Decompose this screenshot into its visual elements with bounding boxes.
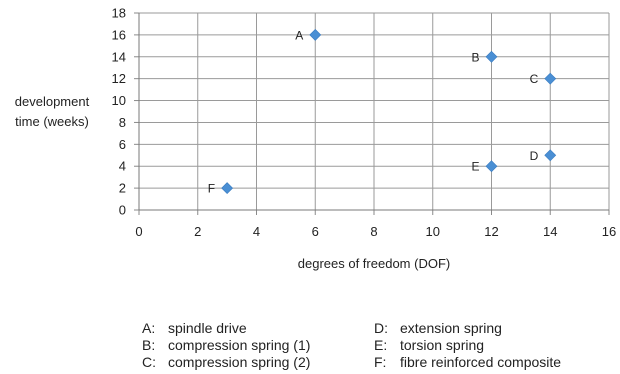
y-axis-label: time (weeks) [15,114,89,129]
x-axis-label: degrees of freedom (DOF) [298,256,450,271]
legend-text: compression spring (2) [168,354,311,370]
legend-item-b: B: compression spring (1) [142,337,310,354]
data-point-d [544,149,557,162]
x-tick-label: 0 [135,224,142,239]
point-label-b: B [471,50,479,64]
y-tick-label: 10 [112,93,126,108]
y-tick-label: 2 [119,181,126,196]
y-tick-label: 18 [112,6,126,21]
legend-column-right: D: extension spring E: torsion spring F: fi… [374,320,561,371]
point-label-f: F [208,182,215,196]
y-tick-label: 8 [119,115,126,130]
legend-item-d: D: extension spring [374,320,561,337]
point-label-e: E [471,160,479,174]
data-point-f [221,182,234,195]
legend-text: torsion spring [400,337,485,353]
y-tick-label: 4 [119,159,126,174]
y-tick-label: 16 [112,27,126,42]
legend-item-c: C: compression spring (2) [142,354,310,371]
legend-item-e: E: torsion spring [374,337,561,354]
x-tick-label: 6 [312,224,319,239]
scatter-chart: 0 2 4 6 8 10 12 14 16 18 0 2 4 6 8 10 12 14 16 degrees of f… [15,6,616,272]
x-tick-label: 14 [543,224,557,239]
x-tick-label: 16 [602,224,616,239]
x-tick-label: 4 [253,224,260,239]
data-point-e [485,160,498,173]
x-tick-label: 10 [426,224,440,239]
legend-item-a: A: spindle drive [142,320,310,337]
legend-key: E: [374,337,388,353]
data-point-c [544,72,557,85]
x-tick-label: 2 [194,224,201,239]
x-tick-label: 12 [484,224,498,239]
legend-text: extension spring [400,320,502,336]
y-tick-label: 12 [112,71,126,86]
legend-text: fibre reinforced composite [400,354,562,370]
y-tick-label: 0 [119,203,126,218]
legend-key: D: [374,320,388,336]
legend-key: B: [142,337,156,353]
legend-item-f: F: fibre reinforced composite [374,354,561,371]
legend-text: compression spring (1) [168,337,311,353]
y-axis-label: development [15,94,90,109]
legend-key: C: [142,354,156,370]
point-label-a: A [295,28,303,42]
y-tick-label: 6 [119,137,126,152]
legend-key: A: [142,320,156,336]
data-point-a [309,28,322,41]
legend: A: spindle drive B: compression spring (1)… [142,320,612,372]
x-tick-label: 8 [370,224,377,239]
data-point-b [485,50,498,63]
legend-column-left: A: spindle drive B: compression spring (1)… [142,320,310,371]
y-tick-label: 14 [112,49,126,64]
legend-key: F: [374,354,387,370]
point-label-d: D [530,149,539,163]
point-label-c: C [530,72,539,86]
legend-text: spindle drive [168,320,247,336]
